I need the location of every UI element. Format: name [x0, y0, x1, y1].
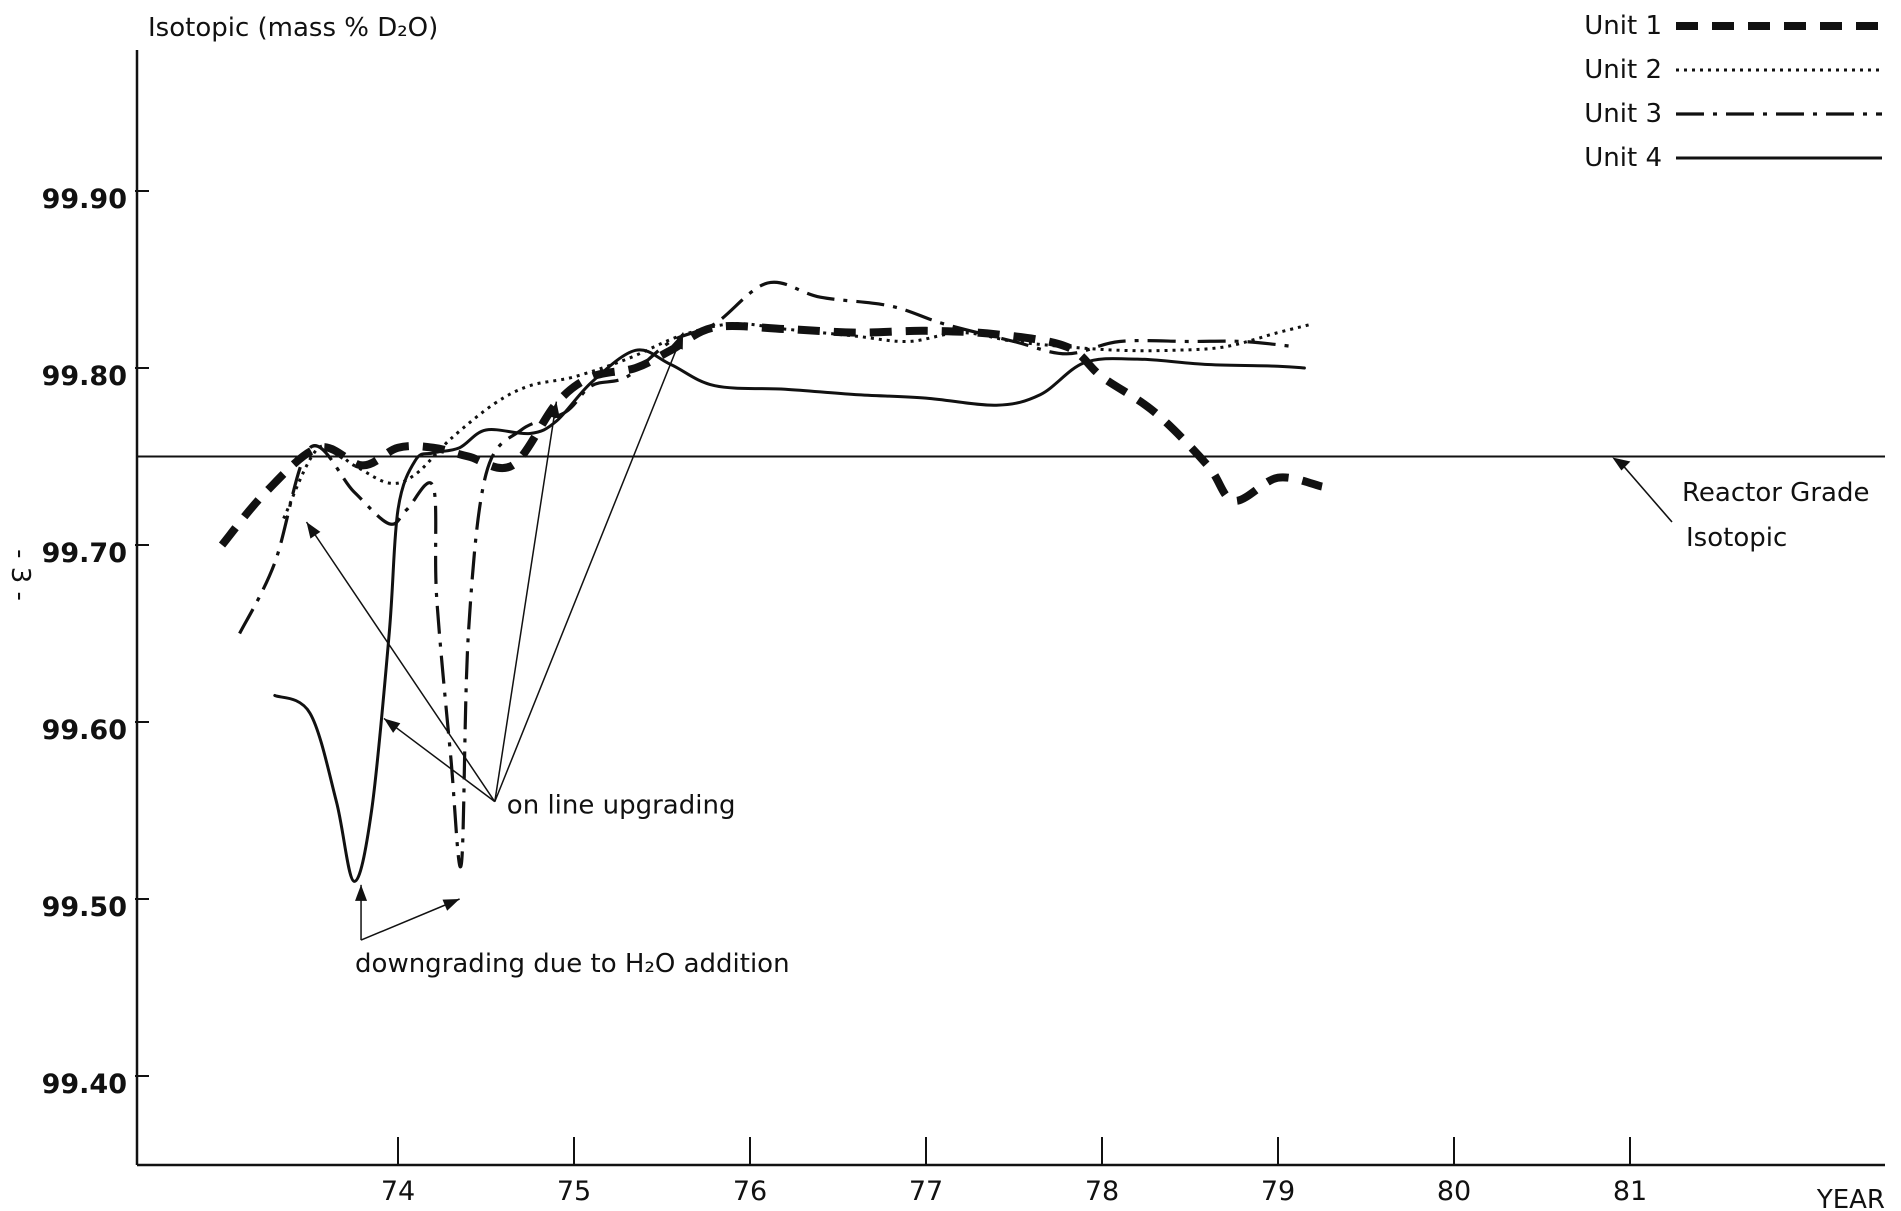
reference-line-label: Reactor Grade Isotopic [1682, 478, 1869, 553]
x-tick-label: 79 [1261, 1176, 1295, 1207]
y-tick-label: 99.40 [42, 1069, 127, 1100]
upgrading-arrow-3-head [548, 401, 560, 419]
x-tick-label: 75 [557, 1176, 591, 1207]
series-line-unit-4 [273, 348, 1306, 883]
x-tick-label: 76 [733, 1176, 767, 1207]
upgrading-arrow-4-head [671, 332, 684, 350]
series-group [218, 280, 1324, 883]
x-axis-label: YEAR [1816, 1185, 1885, 1211]
upgrading-arrow-4 [494, 332, 684, 802]
y-tick-label: 99.60 [42, 715, 127, 746]
upgrading-arrow-2-head [383, 718, 401, 733]
annotation-downgrading: downgrading due to H₂O addition [355, 949, 790, 979]
reference-label-line-2: Isotopic [1686, 523, 1787, 553]
upgrading-arrow-2 [383, 717, 496, 803]
annotation-upgrading: on line upgrading [507, 791, 736, 821]
y-tick-label: 99.80 [42, 361, 127, 392]
x-tick-label: 78 [1085, 1176, 1119, 1207]
legend-label-unit-4: Unit 4 [1584, 143, 1662, 173]
upgrading-arrow-3 [494, 401, 558, 802]
y-tick-label: 99.50 [42, 892, 127, 923]
series-line-unit-2 [282, 322, 1314, 520]
x-tick-label: 80 [1437, 1176, 1471, 1207]
annotations-group: on line upgrading downgrading due to H₂O … [305, 332, 790, 979]
legend-label-unit-1: Unit 1 [1584, 11, 1662, 41]
series-line-unit-3 [238, 280, 1296, 869]
reference-line-group [137, 455, 1885, 523]
page-number-mark: - 3 - [5, 549, 35, 601]
downgrading-arrow-1-head [355, 884, 368, 901]
y-tick-label: 99.90 [42, 184, 127, 215]
upgrading-arrow-1-head [306, 521, 321, 539]
y-tick-label: 99.70 [42, 538, 127, 569]
reference-label-line-1: Reactor Grade [1682, 478, 1869, 508]
reference-pointer [1619, 461, 1673, 523]
legend-label-unit-2: Unit 2 [1584, 55, 1662, 85]
chart-title: Isotopic (mass % D₂O) [148, 13, 438, 43]
downgrading-arrow-2-head [442, 899, 460, 911]
upgrading-arrow-1 [305, 521, 496, 803]
reference-arrowhead [1612, 457, 1631, 471]
x-tick-label: 81 [1613, 1176, 1647, 1207]
downgrading-arrow-2 [360, 898, 460, 941]
x-tick-label: 77 [909, 1176, 943, 1207]
legend: Unit 1 Unit 2 Unit 3 Unit 4 [1584, 11, 1882, 173]
x-tick-label: 74 [381, 1176, 415, 1207]
series-line-unit-1 [218, 322, 1324, 548]
legend-label-unit-3: Unit 3 [1584, 99, 1662, 129]
axes-group: 99.40 99.50 99.60 99.70 99.80 99.90 74 75 76 77 78… [42, 50, 1885, 1207]
